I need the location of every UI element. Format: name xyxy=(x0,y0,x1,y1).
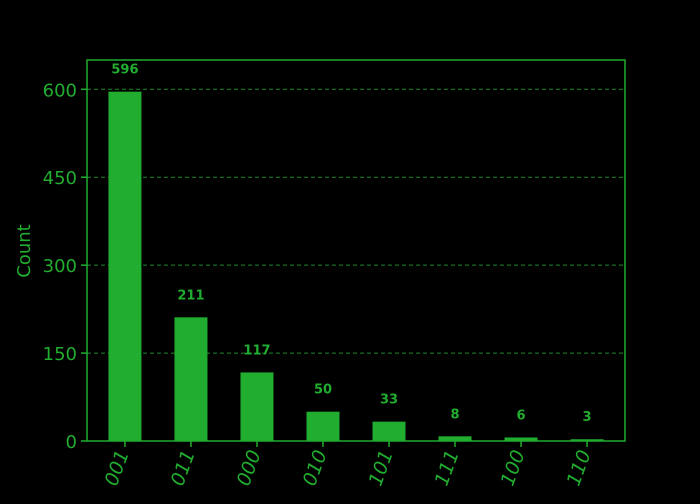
data-label: 117 xyxy=(243,343,270,358)
y-tick-label: 150 xyxy=(43,344,77,365)
plot-frame xyxy=(86,59,626,442)
x-tick-label: 001 xyxy=(101,447,134,489)
bar-100 xyxy=(504,437,538,441)
y-tick-label: 600 xyxy=(43,80,77,101)
x-tick-label: 100 xyxy=(497,447,530,489)
data-label: 8 xyxy=(450,407,459,422)
bar-101 xyxy=(372,421,406,441)
data-label: 211 xyxy=(177,288,204,303)
y-tick-label: 0 xyxy=(66,432,77,453)
bars-layer xyxy=(108,91,604,441)
y-axis-label: Count xyxy=(14,224,35,277)
grid-layer xyxy=(87,88,625,354)
bar-001 xyxy=(108,91,142,441)
y-tick-label: 300 xyxy=(43,256,77,277)
x-tick-label: 110 xyxy=(563,447,596,489)
bar-011 xyxy=(174,317,208,441)
data-labels-layer: 596 211 117 50 33 8 6 3 xyxy=(111,63,591,426)
bar-111 xyxy=(438,436,472,441)
bar-010 xyxy=(306,411,340,441)
y-tick-label: 450 xyxy=(43,168,77,189)
x-tick-label: 011 xyxy=(167,447,200,489)
x-tick-label: 101 xyxy=(365,447,398,489)
x-ticks-layer: 001 011 000 010 101 111 100 110 xyxy=(101,441,596,489)
bar-000 xyxy=(240,372,274,441)
x-tick-label: 000 xyxy=(233,447,266,489)
data-label: 50 xyxy=(314,383,332,398)
y-ticks-layer: 0 150 300 450 600 xyxy=(43,80,87,453)
bar-110 xyxy=(570,439,604,441)
data-label: 3 xyxy=(583,410,592,425)
data-label: 596 xyxy=(111,63,138,78)
x-tick-label: 010 xyxy=(299,447,332,489)
data-label: 6 xyxy=(517,408,526,423)
data-label: 33 xyxy=(380,393,398,408)
x-tick-label: 111 xyxy=(431,447,464,489)
